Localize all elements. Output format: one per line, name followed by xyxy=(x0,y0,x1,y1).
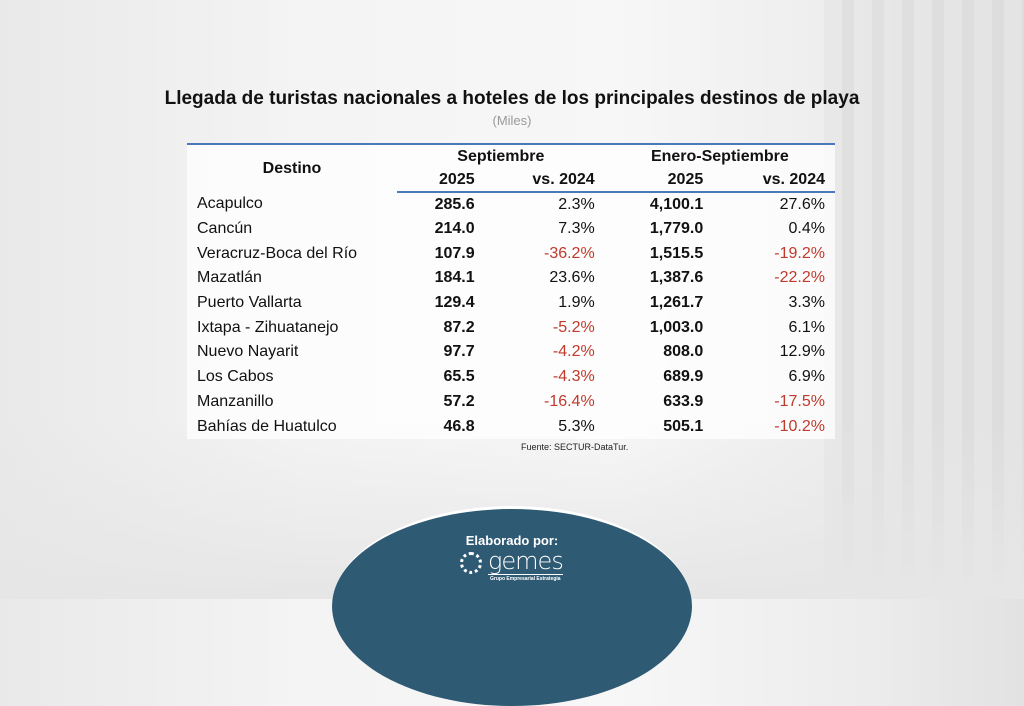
cell-sept-vs2024: 7.3% xyxy=(558,220,595,238)
cell-destino: Mazatlán xyxy=(197,269,262,287)
table-row: Mazatlán 184.1 23.6% 1,387.6 -22.2% xyxy=(187,266,835,291)
cell-sept-vs2024: -16.4% xyxy=(543,392,595,410)
cell-sept-2025: 65.5 xyxy=(443,368,475,386)
cell-sept-2025: 97.7 xyxy=(443,343,475,361)
cell-destino: Nuevo Nayarit xyxy=(197,343,299,361)
table-row: Bahías de Huatulco 46.8 5.3% 505.1 -10.2% xyxy=(187,414,835,439)
header-ene-2025: 2025 xyxy=(604,168,714,193)
table-row: Cancún 214.0 7.3% 1,779.0 0.4% xyxy=(187,217,835,242)
logo-dots-icon xyxy=(460,552,482,574)
header-enero-septiembre: Enero-Septiembre xyxy=(604,143,835,168)
header-ene-vs2024: vs. 2024 xyxy=(713,168,835,193)
footer-label: Elaborado por: xyxy=(465,533,559,548)
cell-sept-2025: 57.2 xyxy=(443,392,475,410)
cell-ene-2025: 808.0 xyxy=(663,343,704,361)
cell-sept-vs2024: 5.3% xyxy=(558,417,595,435)
cell-sept-2025: 184.1 xyxy=(434,269,475,287)
logo-text: gemes xyxy=(488,547,564,575)
cell-ene-vs2024: -10.2% xyxy=(774,417,825,435)
cell-destino: Cancún xyxy=(197,220,253,238)
cell-destino: Los Cabos xyxy=(197,368,274,386)
cell-ene-2025: 4,100.1 xyxy=(649,195,704,213)
page-subtitle: (Miles) xyxy=(492,113,532,128)
cell-sept-vs2024: 23.6% xyxy=(549,269,595,287)
cell-destino: Bahías de Huatulco xyxy=(197,417,337,435)
cell-destino: Ixtapa - Zihuatanejo xyxy=(197,318,339,336)
cell-ene-2025: 1,003.0 xyxy=(649,318,704,336)
cell-ene-vs2024: -22.2% xyxy=(774,269,825,287)
cell-ene-vs2024: 3.3% xyxy=(788,294,825,312)
source-note: Fuente: SECTUR-DataTur. xyxy=(521,442,629,452)
page-title: Llegada de turistas nacionales a hoteles… xyxy=(164,88,860,109)
table-row: Acapulco 285.6 2.3% 4,100.1 27.6% xyxy=(187,192,835,217)
cell-ene-vs2024: 12.9% xyxy=(779,343,825,361)
cell-sept-vs2024: -5.2% xyxy=(552,318,595,336)
cell-ene-2025: 1,387.6 xyxy=(649,269,704,287)
cell-ene-vs2024: -19.2% xyxy=(774,244,825,262)
cell-sept-vs2024: -4.2% xyxy=(552,343,595,361)
tourism-table: Destino Septiembre Enero-Septiembre 2025… xyxy=(187,143,835,439)
cell-sept-vs2024: -36.2% xyxy=(543,244,595,262)
cell-sept-2025: 87.2 xyxy=(443,318,475,336)
cell-sept-vs2024: 1.9% xyxy=(558,294,595,312)
cell-ene-vs2024: 6.9% xyxy=(788,368,825,386)
cell-ene-2025: 1,779.0 xyxy=(649,220,704,238)
cell-ene-vs2024: -17.5% xyxy=(774,392,825,410)
cell-sept-vs2024: 2.3% xyxy=(558,195,595,213)
cell-sept-2025: 214.0 xyxy=(434,220,475,238)
header-sept-vs2024: vs. 2024 xyxy=(484,168,605,193)
cell-ene-vs2024: 6.1% xyxy=(788,318,825,336)
cell-ene-2025: 1,261.7 xyxy=(649,294,704,312)
cell-ene-2025: 505.1 xyxy=(663,417,704,435)
cell-sept-2025: 107.9 xyxy=(434,244,475,262)
cell-sept-vs2024: -4.3% xyxy=(552,368,595,386)
cell-sept-2025: 129.4 xyxy=(434,294,475,312)
cell-destino: Manzanillo xyxy=(197,392,274,410)
table-row: Manzanillo 57.2 -16.4% 633.9 -17.5% xyxy=(187,390,835,415)
logo-tagline: Grupo Empresarial Estrategia xyxy=(490,576,561,582)
cell-ene-2025: 689.9 xyxy=(663,368,704,386)
cell-ene-2025: 1,515.5 xyxy=(649,244,704,262)
cell-ene-vs2024: 27.6% xyxy=(779,195,825,213)
table-row: Ixtapa - Zihuatanejo 87.2 -5.2% 1,003.0 6.1% xyxy=(187,315,835,340)
table-row: Veracruz-Boca del Río 107.9 -36.2% 1,515.5 -… xyxy=(187,241,835,266)
table-row: Los Cabos 65.5 -4.3% 689.9 6.9% xyxy=(187,365,835,390)
header-septiembre: Septiembre xyxy=(397,143,605,168)
cell-ene-2025: 633.9 xyxy=(663,392,704,410)
gemes-logo: gemes Grupo Empresarial Estrategia xyxy=(458,548,568,588)
cell-destino: Puerto Vallarta xyxy=(197,294,302,312)
table-row: Nuevo Nayarit 97.7 -4.2% 808.0 12.9% xyxy=(187,340,835,365)
header-destino: Destino xyxy=(187,143,397,192)
cell-sept-2025: 46.8 xyxy=(443,417,475,435)
cell-sept-2025: 285.6 xyxy=(434,195,475,213)
header-sept-2025: 2025 xyxy=(397,168,485,193)
table-row: Puerto Vallarta 129.4 1.9% 1,261.7 3.3% xyxy=(187,291,835,316)
cell-destino: Veracruz-Boca del Río xyxy=(197,244,358,262)
cell-destino: Acapulco xyxy=(197,195,263,213)
cell-ene-vs2024: 0.4% xyxy=(788,220,825,238)
